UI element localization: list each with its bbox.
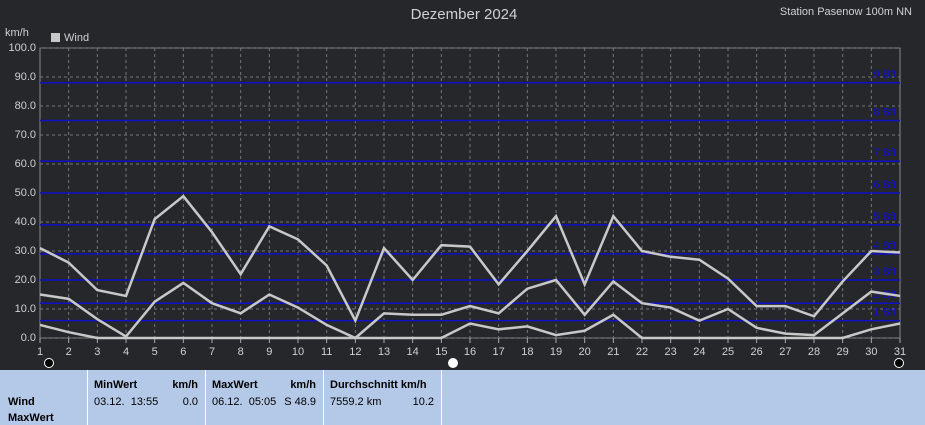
x-tick-label: 31 — [894, 346, 906, 358]
y-tick-label: 70.0 — [15, 129, 36, 141]
x-tick-label: 20 — [579, 346, 591, 358]
chart: Dezember 2024 Station Pasenow 100m NN km… — [5, 6, 912, 368]
block-head: MinWert — [94, 379, 138, 391]
x-tick-label: 23 — [665, 346, 677, 358]
moon-icon — [448, 358, 458, 368]
x-tick-label: 27 — [779, 346, 791, 358]
x-tick-label: 15 — [435, 346, 447, 358]
data-line — [39, 194, 901, 324]
x-tick-label: 17 — [493, 346, 505, 358]
block-time: 06.12. 05:05 — [212, 396, 277, 408]
data-line — [39, 313, 901, 340]
x-tick-label: 13 — [378, 346, 390, 358]
block-head: MaxWert — [212, 379, 258, 391]
y-tick-label: 40.0 — [15, 216, 36, 228]
x-tick-label: 16 — [464, 346, 476, 358]
x-tick-label: 30 — [865, 346, 877, 358]
legend-swatch — [51, 33, 60, 42]
stats-table: Wind MaxWert MinWert km/h 03.12. 13:55 0.0 M… — [0, 370, 925, 425]
x-tick-label: 21 — [607, 346, 619, 358]
block-unit: km/h — [290, 379, 316, 391]
y-tick-label: 60.0 — [15, 158, 36, 170]
moon-icon — [894, 358, 904, 368]
x-tick-label: 14 — [407, 346, 419, 358]
x-tick-label: 22 — [636, 346, 648, 358]
block-time: 03.12. 13:55 — [94, 396, 159, 408]
y-tick-label: 20.0 — [15, 274, 36, 286]
beaufort-label: 8 Bft — [873, 106, 896, 118]
x-tick-label: 12 — [349, 346, 361, 358]
x-tick-label: 7 — [209, 346, 215, 358]
separator — [323, 370, 324, 425]
x-tick-label: 1 — [37, 346, 43, 358]
x-tick-label: 3 — [94, 346, 100, 358]
beaufort-label: 6 Bft — [873, 179, 896, 191]
beaufort-label: 1 Bft — [873, 307, 896, 319]
x-tick-label: 8 — [238, 346, 244, 358]
x-tick-label: 10 — [292, 346, 304, 358]
x-tick-label: 18 — [521, 346, 533, 358]
beaufort-label: 4 Bft — [873, 240, 896, 252]
block-value: S 48.9 — [284, 396, 316, 408]
data-line — [39, 278, 901, 340]
x-tick-label: 4 — [123, 346, 129, 358]
station: Station Pasenow 100m NN — [780, 6, 912, 18]
x-tick-label: 29 — [837, 346, 849, 358]
separator — [441, 370, 442, 425]
chart-title: Dezember 2024 — [411, 6, 518, 23]
x-tick-label: 24 — [693, 346, 705, 358]
y-tick-label: 10.0 — [15, 303, 36, 315]
row-label: MaxWert — [8, 412, 54, 424]
y-axis-label: km/h — [5, 27, 29, 39]
x-tick-label: 25 — [722, 346, 734, 358]
x-tick-label: 2 — [66, 346, 72, 358]
block-head: Durchschnitt km/h — [330, 379, 427, 391]
y-tick-label: 100.0 — [8, 42, 36, 54]
legend-label: Wind — [64, 32, 89, 44]
x-tick-label: 5 — [152, 346, 158, 358]
x-tick-label: 11 — [321, 346, 332, 358]
x-tick-label: 6 — [180, 346, 186, 358]
separator — [205, 370, 206, 425]
x-tick-label: 9 — [266, 346, 272, 358]
x-tick-label: 26 — [751, 346, 763, 358]
y-tick-label: 30.0 — [15, 245, 36, 257]
x-tick-label: 28 — [808, 346, 820, 358]
block-time: 7559.2 km — [330, 396, 382, 408]
row-label: Wind — [8, 396, 35, 408]
moon-icon — [44, 358, 54, 368]
y-tick-label: 90.0 — [15, 71, 36, 83]
block-value: 10.2 — [412, 396, 434, 408]
separator — [87, 370, 88, 425]
beaufort-label: 5 Bft — [873, 211, 896, 223]
block-unit: km/h — [172, 379, 198, 391]
beaufort-label: 9 Bft — [873, 69, 896, 81]
beaufort-label: 3 Bft — [873, 266, 896, 278]
y-tick-label: 80.0 — [15, 100, 36, 112]
y-tick-label: 50.0 — [15, 187, 36, 199]
x-tick-label: 19 — [550, 346, 562, 358]
y-tick-label: 0.0 — [21, 332, 36, 344]
beaufort-label: 7 Bft — [873, 147, 896, 159]
block-value: 0.0 — [182, 396, 198, 408]
